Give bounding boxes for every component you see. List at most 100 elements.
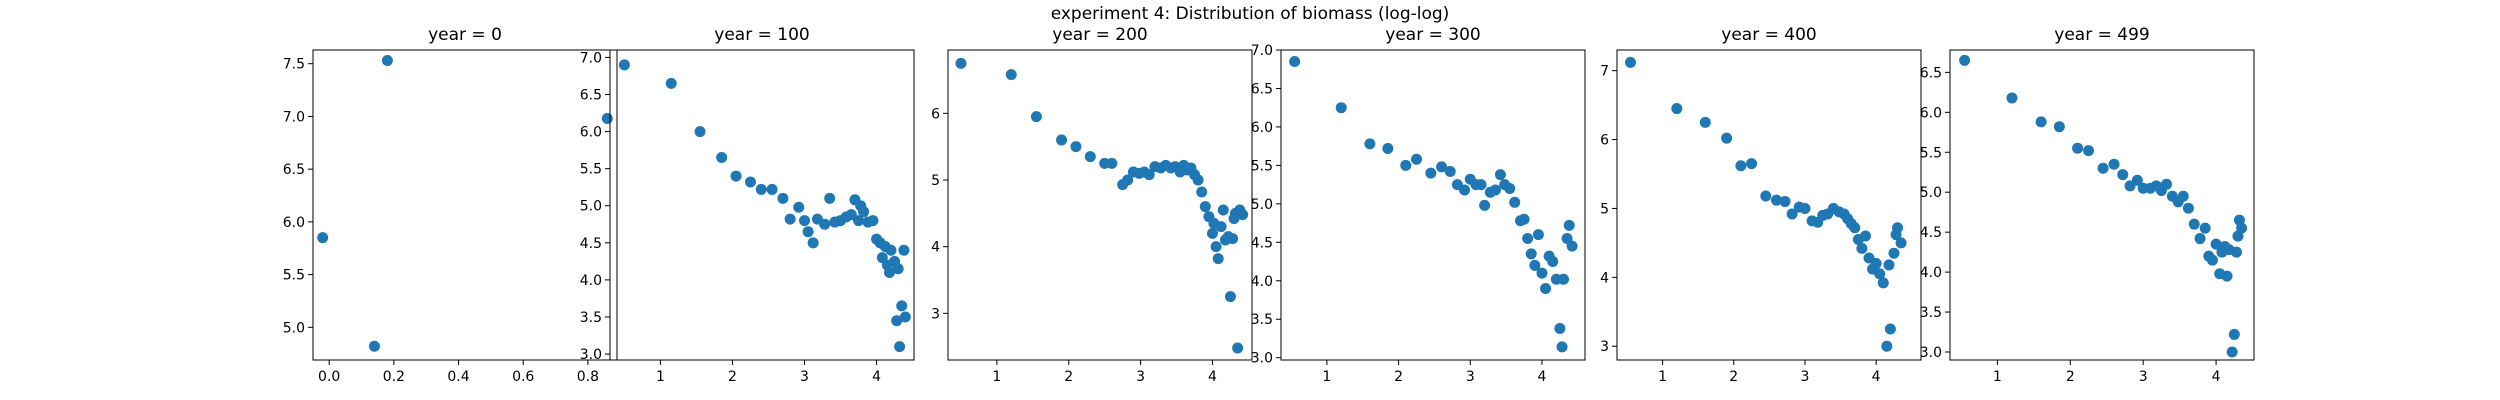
x-tick-label: 1	[1993, 369, 2002, 385]
data-point	[1554, 322, 1566, 334]
x-tick-label: 1	[1658, 369, 1667, 385]
data-point	[1892, 222, 1904, 234]
data-point	[1547, 256, 1559, 268]
data-point	[1746, 158, 1758, 170]
x-tick-label: 4	[1208, 369, 1217, 385]
data-point	[1566, 240, 1578, 252]
y-tick-label: 7	[1600, 64, 1609, 80]
data-point	[1959, 54, 1971, 66]
data-point	[755, 183, 767, 195]
data-point	[1212, 253, 1224, 265]
data-point	[894, 341, 906, 353]
data-point	[799, 215, 811, 227]
data-point	[777, 192, 789, 204]
y-tick-label: 6.0	[1251, 120, 1273, 136]
data-point	[1509, 196, 1521, 208]
data-point	[1215, 221, 1227, 233]
y-tick-label: 7.0	[1251, 43, 1273, 59]
data-point	[2072, 142, 2084, 154]
data-point	[1779, 196, 1791, 208]
x-tick-label: 3	[1466, 369, 1475, 385]
data-point	[1232, 342, 1244, 354]
data-point	[1425, 167, 1437, 179]
y-tick-label: 6.0	[1920, 105, 1942, 121]
data-point	[885, 244, 897, 256]
y-tick-label: 5	[1600, 201, 1609, 217]
data-point	[766, 183, 778, 195]
data-point	[1770, 194, 1782, 206]
data-point	[1870, 258, 1882, 270]
y-tick-label: 4	[931, 240, 940, 256]
data-point	[802, 226, 814, 238]
data-point	[1859, 230, 1871, 242]
data-point	[2131, 174, 2143, 186]
y-tick-label: 5.0	[580, 199, 602, 215]
data-point	[716, 152, 728, 164]
data-point	[2083, 145, 2095, 157]
data-point	[892, 263, 904, 275]
y-tick-label: 4.5	[1920, 225, 1942, 241]
x-tick-label: 4	[1538, 369, 1547, 385]
data-point	[2177, 190, 2189, 202]
data-point	[1335, 102, 1347, 114]
data-point	[1518, 213, 1530, 225]
subplot-title: year = 300	[1385, 25, 1480, 45]
data-point	[1504, 182, 1516, 194]
data-point	[2226, 346, 2238, 358]
subplot-3: year = 200 1 2 3 4 3 4 5 6	[931, 25, 1253, 385]
x-tick-label: 3	[2139, 369, 2148, 385]
data-point	[1143, 169, 1155, 181]
data-point	[2236, 222, 2248, 234]
data-point	[1563, 219, 1575, 231]
y-tick-label: 6.5	[580, 87, 602, 103]
data-point	[2006, 92, 2018, 104]
data-point	[2194, 233, 2206, 245]
figure-title: experiment 4: Distribution of biomass (l…	[1050, 4, 1450, 24]
data-point	[1849, 222, 1861, 234]
data-point	[1884, 323, 1896, 335]
data-point	[2231, 246, 2243, 258]
data-point	[1494, 169, 1506, 181]
x-tick-label: 4	[1872, 369, 1881, 385]
y-tick-label: 6	[931, 106, 940, 122]
y-tick-label: 5	[931, 173, 940, 189]
data-point	[317, 232, 329, 244]
subplot-1: year = 0 0.0 0.2 0.4 0.6 0.8 5.0 5.5 6.0 6.5 7.0 7.…	[283, 25, 618, 385]
y-tick-label: 5.5	[1251, 158, 1273, 174]
y-tick-label: 6.5	[1251, 81, 1273, 97]
plot-frame	[1616, 49, 1922, 361]
y-tick-label: 4.0	[1251, 274, 1273, 290]
data-point	[853, 215, 865, 227]
data-point	[1364, 138, 1376, 150]
y-tick-label: 6.5	[283, 162, 305, 178]
plot-frame	[1280, 49, 1586, 361]
data-point	[1760, 190, 1772, 202]
x-tick-label: 1	[1322, 369, 1331, 385]
y-tick-label: 7.0	[283, 109, 305, 125]
data-point	[1489, 184, 1501, 196]
y-tick-label: 3.0	[1251, 351, 1273, 367]
data-point	[807, 237, 819, 249]
data-point	[381, 55, 393, 67]
data-point	[1199, 201, 1211, 213]
data-point	[824, 192, 836, 204]
subplot-title: year = 499	[2054, 25, 2149, 45]
data-point	[694, 126, 706, 138]
data-point	[1532, 229, 1544, 241]
x-tick-label: 2	[1729, 369, 1738, 385]
data-point	[1475, 179, 1487, 191]
data-point	[2228, 328, 2240, 340]
data-point	[2053, 121, 2065, 133]
data-point	[2206, 254, 2218, 266]
y-tick-label: 5.0	[1920, 185, 1942, 201]
data-point	[1721, 132, 1733, 144]
y-tick-label: 5.5	[580, 162, 602, 178]
data-point	[1217, 204, 1229, 216]
y-tick-label: 5.0	[1251, 197, 1273, 213]
y-tick-label: 4.0	[580, 273, 602, 289]
data-point	[2035, 116, 2047, 128]
data-point	[899, 311, 911, 323]
subplot-6: year = 499 1 2 3 4 3.0 3.5 4.0 4.5 5.0 5.5 6.0 6.5	[1920, 25, 2255, 385]
y-tick-label: 3	[931, 306, 940, 322]
data-point	[896, 300, 908, 312]
